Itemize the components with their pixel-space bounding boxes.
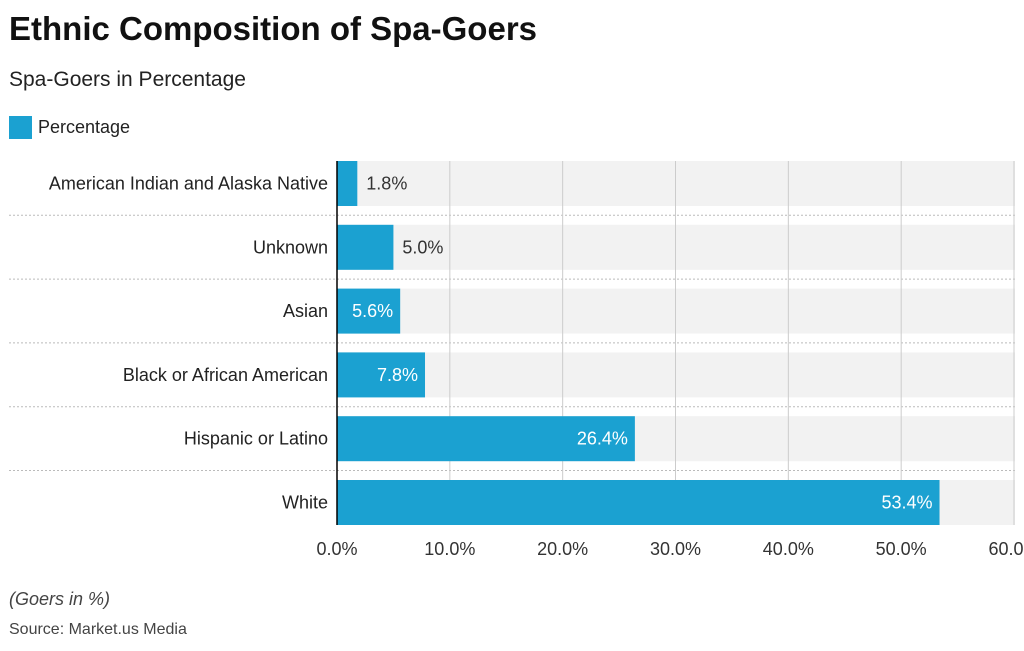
category-label: Asian: [283, 301, 328, 321]
data-label: 53.4%: [881, 493, 932, 513]
bar: [337, 416, 635, 462]
x-tick-label: 20.0%: [537, 539, 588, 559]
category-label: Hispanic or Latino: [184, 429, 328, 449]
category-label: Black or African American: [123, 365, 328, 385]
bar: [337, 352, 426, 398]
data-label: 1.8%: [366, 174, 407, 194]
footnote: (Goers in %): [9, 589, 111, 609]
category-label: American Indian and Alaska Native: [49, 174, 328, 194]
data-label: 7.8%: [377, 365, 418, 385]
x-tick-label: 30.0%: [650, 539, 701, 559]
chart-subtitle: Spa-Goers in Percentage: [9, 68, 246, 91]
legend: Percentage: [9, 116, 130, 139]
bar: [337, 480, 940, 525]
bar: [337, 161, 358, 206]
legend-swatch: [9, 116, 32, 139]
x-tick-label: 0.0%: [316, 539, 357, 559]
x-tick-label: 50.0%: [876, 539, 927, 559]
bar: [337, 288, 401, 334]
x-tick-label: 10.0%: [424, 539, 475, 559]
x-tick-label: 40.0%: [763, 539, 814, 559]
category-label: White: [282, 493, 328, 513]
data-label: 5.0%: [402, 237, 443, 257]
data-label: 26.4%: [577, 429, 628, 449]
source: Source: Market.us Media: [9, 621, 187, 638]
bar: [337, 224, 394, 270]
chart-title: Ethnic Composition of Spa-Goers: [9, 10, 538, 47]
x-tick-label: 60.0%: [988, 539, 1024, 559]
category-label: Unknown: [253, 237, 328, 257]
legend-label: Percentage: [38, 117, 131, 137]
data-label: 5.6%: [352, 301, 393, 321]
